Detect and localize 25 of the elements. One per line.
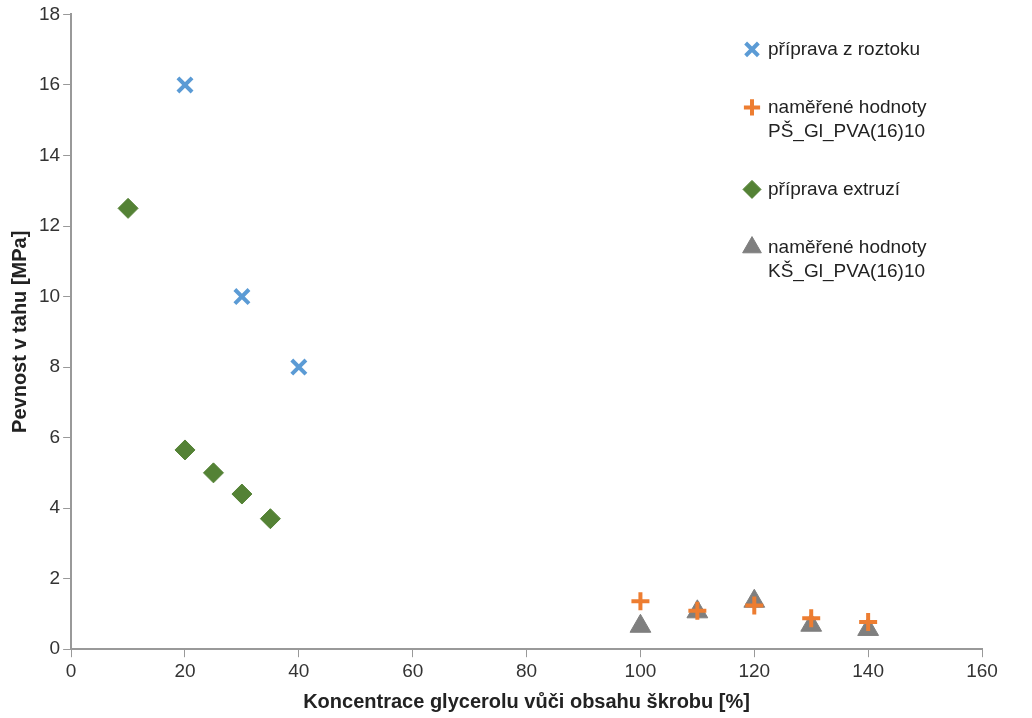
y-tick-label: 8	[49, 355, 61, 377]
legend-label: příprava extruzí	[768, 177, 901, 199]
x-tick-label: 160	[966, 659, 998, 681]
x-tick-label: 80	[516, 659, 538, 681]
legend-label: naměřené hodnoty KŠ_Gl_PVA(16)10	[768, 235, 927, 282]
y-tick-label: 10	[38, 284, 61, 306]
x-axis-title: Koncentrace glycerolu vůči obsahu škrobu [%]	[303, 689, 750, 712]
legend-label: naměřené hodnoty PŠ_Gl_PVA(16)10	[768, 95, 927, 142]
x-tick-label: 100	[624, 659, 657, 681]
x-tick-label: 0	[65, 659, 77, 681]
y-tick-label: 6	[49, 425, 61, 447]
y-tick-label: 18	[38, 2, 61, 24]
y-axis-title: Pevnost v tahu [MPa]	[7, 230, 30, 433]
y-tick-label: 12	[38, 214, 61, 236]
x-tick-label: 20	[174, 659, 196, 681]
y-tick-label: 2	[49, 566, 61, 588]
x-tick-label: 60	[402, 659, 424, 681]
y-tick-label: 0	[49, 637, 61, 659]
x-tick-label: 40	[288, 659, 310, 681]
y-tick-label: 4	[49, 496, 61, 518]
y-tick-label: 16	[38, 73, 61, 95]
legend-label: příprava z roztoku	[768, 37, 921, 59]
y-tick-label: 14	[38, 143, 61, 165]
x-tick-label: 120	[738, 659, 771, 681]
x-tick-label: 140	[852, 659, 884, 681]
